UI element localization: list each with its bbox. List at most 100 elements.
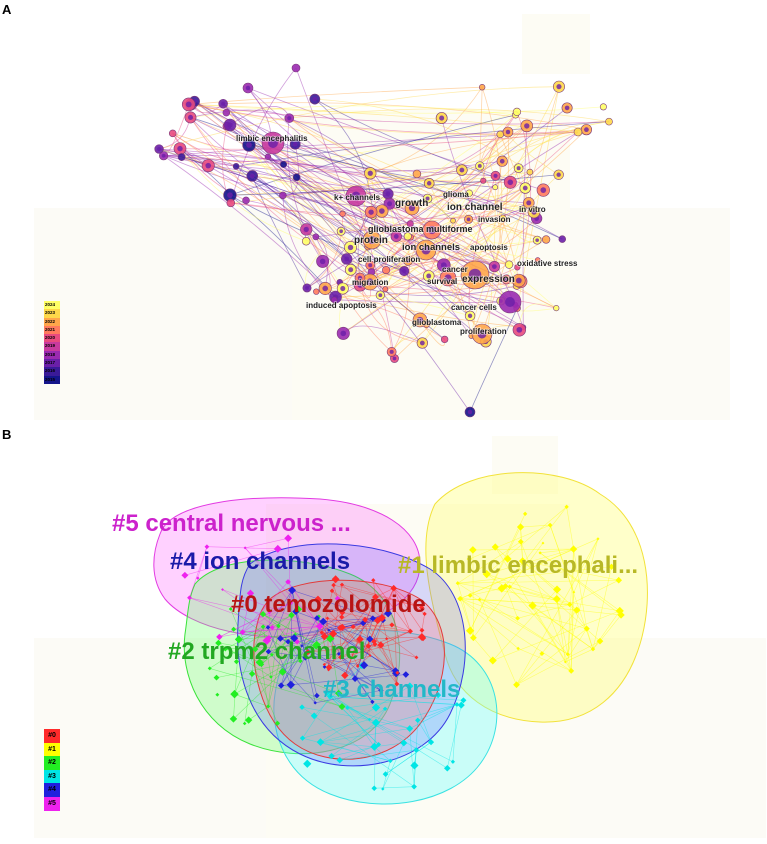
cluster-node	[313, 701, 317, 705]
cluster-edge	[267, 615, 292, 707]
keyword-node	[501, 274, 512, 285]
cluster-node	[269, 624, 275, 631]
legend-cluster-5: #5	[44, 796, 60, 811]
keyword-node	[232, 163, 240, 170]
keyword-node	[382, 266, 391, 275]
cluster-edge	[324, 619, 366, 665]
network-edge	[191, 103, 604, 114]
network-edge	[428, 183, 557, 309]
network-edge	[452, 220, 502, 302]
network-edge	[163, 155, 336, 298]
cluster-node	[371, 718, 381, 727]
keyword-node	[362, 230, 382, 250]
cluster-edge	[238, 639, 256, 650]
keyword-node	[464, 406, 476, 418]
keyword-node	[382, 286, 389, 293]
network-edge	[158, 148, 524, 210]
network-edge	[289, 117, 547, 240]
cluster-edge	[209, 668, 343, 707]
cluster-edge	[331, 590, 382, 646]
keyword-node	[264, 153, 272, 160]
cluster-node	[338, 623, 346, 631]
network-edge	[190, 117, 445, 266]
keyword-label-protein: protein	[354, 235, 388, 246]
cluster-edge	[413, 720, 419, 787]
background-tiles	[34, 436, 766, 838]
cluster-node	[314, 692, 320, 699]
keyword-node	[512, 107, 522, 116]
cluster-edge	[245, 538, 289, 549]
cluster-node	[491, 543, 499, 551]
cluster-node	[615, 606, 624, 615]
cluster-legend: #0 #1 #2 #3 #4 #5	[44, 729, 60, 811]
cluster-edge	[539, 552, 622, 616]
network-edge	[315, 187, 526, 238]
cluster-node	[359, 661, 369, 670]
network-edge	[226, 112, 369, 247]
keyword-label-k-channels: k+ channels	[334, 193, 381, 202]
cluster-edge	[447, 705, 462, 769]
keyword-node	[313, 288, 320, 295]
network-edge	[190, 109, 290, 119]
cluster-node	[242, 721, 247, 726]
cluster-edge	[479, 599, 517, 685]
keyword-node	[599, 103, 607, 111]
cluster-node	[411, 783, 417, 790]
cluster-edge	[354, 618, 374, 679]
network-edge	[190, 104, 351, 248]
keyword-node	[573, 127, 583, 137]
cluster-edge	[262, 613, 279, 627]
cluster-edge	[457, 566, 612, 584]
cluster-edge	[566, 506, 588, 629]
cluster-edge	[280, 621, 324, 686]
keyword-label-expression: expression	[462, 274, 515, 285]
cluster-node	[400, 739, 408, 747]
cluster-hull-3	[273, 629, 498, 805]
cluster-node	[460, 697, 467, 704]
cluster-edge	[320, 704, 458, 743]
cluster-node	[596, 537, 600, 541]
keyword-node	[422, 193, 433, 204]
network-edge	[190, 117, 369, 248]
keyword-label-glioma: glioma	[443, 190, 469, 199]
keyword-label-survival: survival	[427, 277, 457, 286]
cluster-edge	[469, 595, 568, 655]
cluster-edge	[329, 638, 339, 694]
cluster-node	[277, 682, 285, 689]
cluster-node	[338, 654, 343, 660]
keyword-label-in-vitro: in vitro	[519, 205, 546, 214]
cluster-edge	[341, 584, 383, 619]
keyword-node	[336, 226, 346, 236]
legend-year-2021: 2021	[44, 325, 60, 335]
cluster-edge	[329, 696, 370, 720]
network-edge	[229, 194, 336, 298]
cluster-edge	[347, 694, 439, 709]
legend-year-2016: 2016	[44, 367, 60, 376]
network-edge	[159, 148, 537, 219]
cluster-edge	[567, 549, 574, 655]
cluster-edge	[338, 653, 382, 691]
cluster-hulls	[153, 472, 648, 805]
network-edge	[369, 187, 526, 283]
cluster-edge	[385, 741, 432, 775]
cluster-node	[372, 641, 378, 647]
cluster-edge	[364, 664, 396, 672]
legend-cluster-4: #4	[44, 783, 60, 797]
cluster-node	[298, 658, 303, 664]
cluster-edge	[592, 610, 621, 650]
cluster-node	[187, 595, 192, 601]
cluster-edge	[457, 582, 568, 655]
network-edge	[408, 219, 469, 262]
cluster-edge	[291, 590, 306, 658]
cluster-labels: #5 central nervous ... #4 ion channels #…	[112, 510, 638, 703]
legend-year-2024: 2024	[44, 301, 60, 310]
cluster-node	[415, 717, 421, 723]
network-edge	[410, 125, 528, 238]
cluster-node	[417, 633, 426, 641]
keyword-node	[460, 260, 490, 290]
network-labels: limbic encephalitis k+ channels growth g…	[235, 133, 579, 337]
cluster-edge	[409, 685, 432, 743]
network-edge	[370, 211, 507, 280]
cluster-node	[339, 582, 345, 587]
network-edge	[158, 148, 253, 177]
